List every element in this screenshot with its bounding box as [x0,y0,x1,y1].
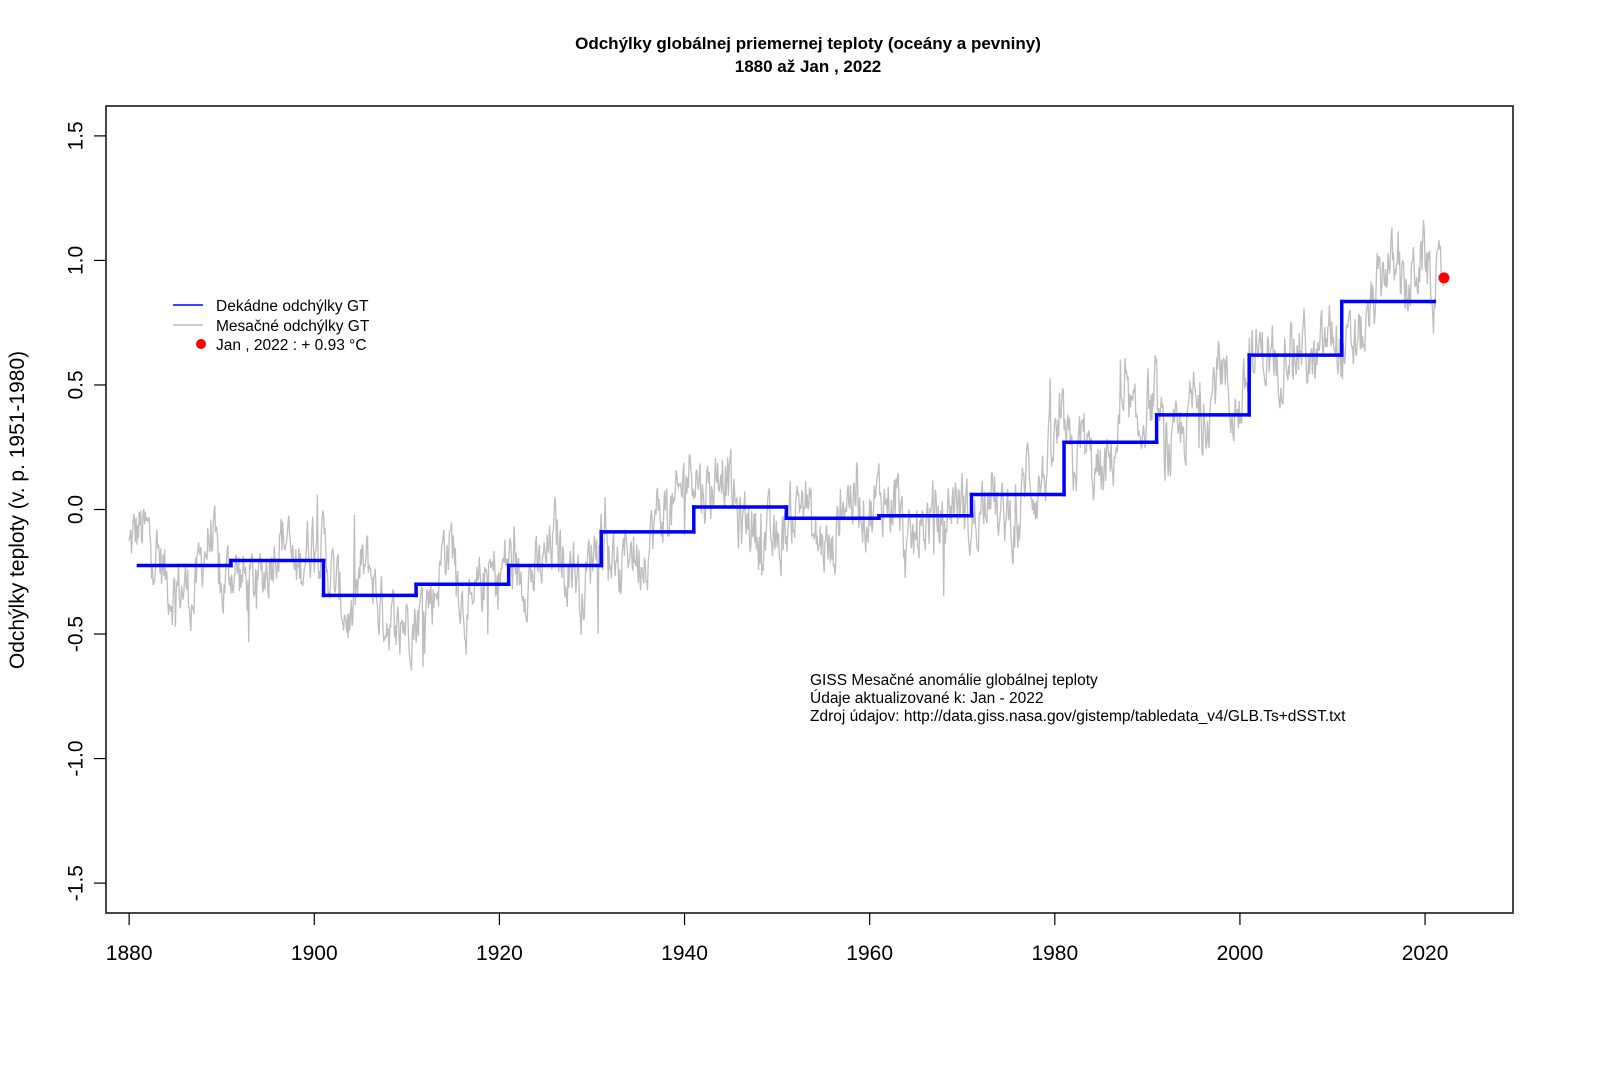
legend-label-monthly: Mesačné odchýlky GT [216,318,370,335]
y-tick-label: 1.5 [65,121,88,150]
legend-label-decadal: Dekádne odchýlky GT [216,298,369,315]
chart-subtitle: 1880 až Jan , 2022 [735,57,882,76]
y-tick-label: -0.5 [65,616,88,652]
source-annotation: GISS Mesačné anomálie globálnej teploty … [810,672,1346,725]
legend: Dekádne odchýlky GT Mesačné odchýlky GT … [173,298,370,354]
decadal-series-layer [136,299,1437,598]
x-tick-label: 1940 [661,942,708,965]
x-tick-label: 2020 [1402,942,1449,965]
x-tick-label: 1880 [106,942,153,965]
highlight-layer [1438,272,1450,284]
chart-title: Odchýlky globálnej priemernej teploty (o… [575,34,1041,53]
monthly-series-layer [128,220,1445,671]
y-tick-label: 0.0 [65,495,88,524]
y-axis: -1.5 -1.0 -0.5 0.0 0.5 1.0 1.5 [65,121,106,901]
latest-month-point [1438,272,1450,284]
x-tick-label: 1900 [291,942,338,965]
y-tick-label: -1.0 [65,740,88,776]
x-tick-label: 1980 [1031,942,1078,965]
y-tick-label: 1.0 [65,246,88,275]
y-tick-label: -1.5 [65,865,88,901]
annotation-line-1: GISS Mesačné anomálie globálnej teploty [810,672,1098,689]
x-tick-label: 2000 [1217,942,1264,965]
legend-label-highlight: Jan , 2022 : + 0.93 °C [216,337,367,354]
legend-swatch-highlight [196,339,206,349]
y-axis-label: Odchýlky teploty (v. p. 1951-1980) [6,351,29,669]
monthly-anomaly-line [128,220,1445,671]
annotation-line-3: Zdroj údajov: http://data.giss.nasa.gov/… [810,708,1346,725]
y-tick-label: 0.5 [65,370,88,399]
x-tick-label: 1920 [476,942,523,965]
x-axis: 1880 1900 1920 1940 1960 1980 2000 2020 [106,913,1449,965]
annotation-line-2: Údaje aktualizované k: Jan - 2022 [810,690,1044,707]
x-tick-label: 1960 [846,942,893,965]
